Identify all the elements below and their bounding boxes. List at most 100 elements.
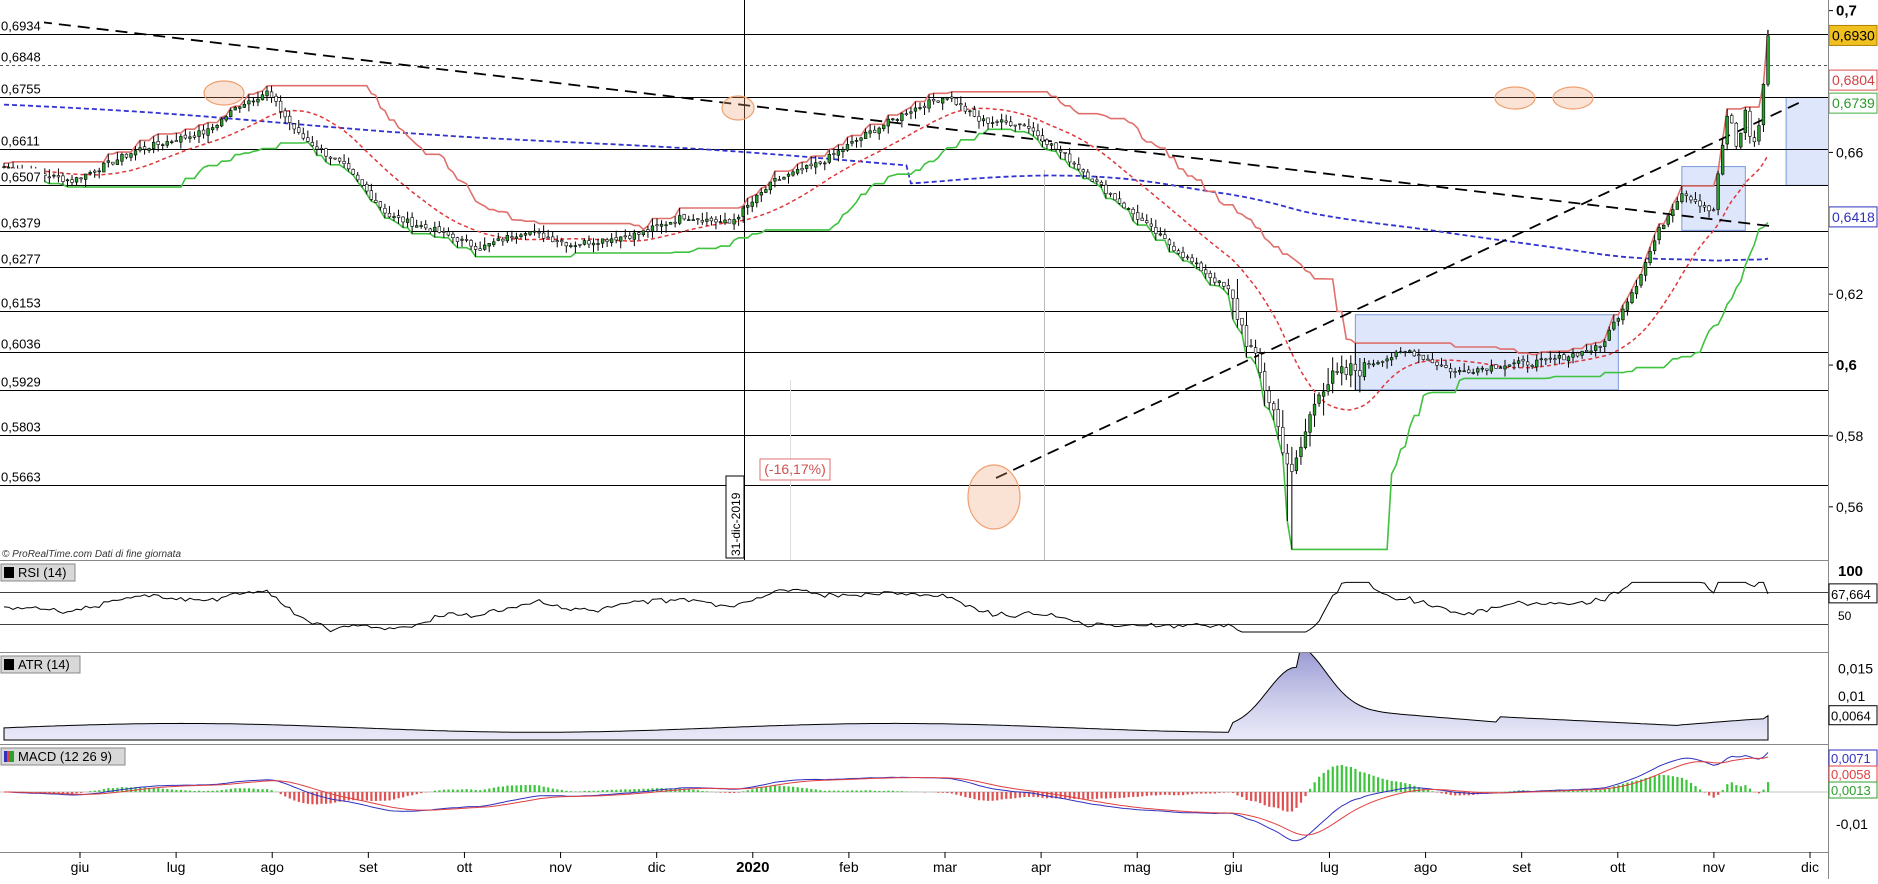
candle-body <box>905 114 908 115</box>
macd-histogram-bar <box>1363 773 1365 792</box>
candle-body <box>569 245 572 246</box>
macd-histogram-bar <box>1295 792 1297 808</box>
macd-histogram-bar <box>1105 792 1107 799</box>
candle-body <box>1363 363 1366 377</box>
macd-histogram-bar <box>806 788 808 792</box>
macd-histogram-bar <box>1681 778 1683 792</box>
candle-body <box>1690 197 1693 200</box>
macd-histogram-bar <box>1109 792 1111 798</box>
macd-histogram-bar <box>298 792 300 802</box>
candle-body <box>1531 365 1534 366</box>
macd-histogram-bar <box>1667 775 1669 792</box>
macd-histogram-bar <box>1341 765 1343 792</box>
macd-histogram-bar <box>1119 792 1121 798</box>
macd-histogram-bar <box>842 791 844 792</box>
macd-histogram-bar <box>1001 792 1003 799</box>
macd-histogram-bar <box>1690 783 1692 792</box>
macd-histogram-bar <box>1336 766 1338 792</box>
candle-body <box>787 174 790 176</box>
candle-body <box>1055 143 1058 149</box>
candle-body <box>1118 199 1121 203</box>
candle-body <box>501 239 504 241</box>
candle-body <box>560 241 563 242</box>
candle-body <box>1581 351 1584 355</box>
candle-body <box>424 225 427 228</box>
candle-body <box>1381 361 1384 362</box>
macd-histogram-bar <box>733 792 735 793</box>
candle-body <box>143 147 146 149</box>
macd-histogram-bar <box>1182 792 1184 795</box>
candle-body <box>492 242 495 245</box>
candle-body <box>538 232 541 233</box>
macd-histogram-bar <box>1309 789 1311 792</box>
macd-histogram-bar <box>520 785 522 792</box>
macd-histogram-bar <box>1676 777 1678 792</box>
candle-body <box>973 110 976 117</box>
candle-body <box>1109 193 1112 194</box>
macd-histogram-bar <box>1100 792 1102 798</box>
candle-body <box>923 106 926 107</box>
candle-body <box>574 246 577 247</box>
candle-body <box>1504 366 1507 369</box>
macd-histogram-bar <box>602 790 604 792</box>
candle-body <box>189 137 192 139</box>
candle-body <box>964 106 967 111</box>
macd-histogram-bar <box>388 792 390 800</box>
candle-body <box>261 95 264 100</box>
candle-body <box>1563 355 1566 360</box>
macd-histogram-bar <box>778 786 780 792</box>
macd-histogram-bar <box>1250 792 1252 801</box>
candle-body <box>370 191 373 200</box>
candle-body <box>1413 351 1416 356</box>
macd-histogram-bar <box>1146 792 1148 796</box>
macd-histogram-bar <box>1205 792 1207 794</box>
candle-body <box>465 239 468 240</box>
macd-histogram-bar <box>1196 792 1198 794</box>
macd-histogram-bar <box>1323 773 1325 792</box>
candle-body <box>597 243 600 244</box>
candle-body <box>696 219 699 220</box>
candle-body <box>1658 228 1661 240</box>
macd-histogram-bar <box>366 792 368 801</box>
candle-body <box>1644 262 1647 275</box>
macd-histogram-bar <box>1382 779 1384 792</box>
candle-body <box>1340 367 1343 373</box>
candle-body <box>1522 359 1525 361</box>
macd-tick-label: -0,01 <box>1836 816 1868 832</box>
candle-body <box>379 202 382 208</box>
macd-histogram-bar <box>1445 792 1447 794</box>
macd-histogram-bar <box>475 790 477 792</box>
candle-body <box>406 219 409 223</box>
candle-body <box>1005 121 1008 122</box>
macd-histogram-bar <box>452 789 454 792</box>
macd-histogram-bar <box>543 787 545 792</box>
candle-body <box>601 239 604 243</box>
candle-body <box>851 141 854 143</box>
macd-histogram-bar <box>987 792 989 801</box>
candle-body <box>343 161 346 163</box>
macd-histogram-bar <box>171 789 173 792</box>
macd-histogram-bar <box>1014 792 1016 798</box>
macd-histogram-bar <box>1427 790 1429 792</box>
candle-body <box>814 163 817 167</box>
macd-histogram-bar <box>162 789 164 792</box>
candle-body <box>497 239 500 241</box>
macd-histogram-bar <box>874 791 876 792</box>
candle-body <box>1554 359 1557 360</box>
candle-body <box>1417 355 1420 356</box>
candle-body <box>1499 368 1502 369</box>
candle-body <box>288 116 291 122</box>
level-label: 0,6507 <box>1 170 41 185</box>
macd-histogram-bar <box>869 790 871 792</box>
macd-histogram-bar <box>144 787 146 792</box>
candle-body <box>996 121 999 122</box>
macd-histogram-bar <box>379 792 381 801</box>
candle-body <box>1222 282 1225 286</box>
candle-body <box>306 138 309 142</box>
candle-body <box>1050 144 1053 145</box>
candle-body <box>1232 290 1235 298</box>
candle-body <box>1082 170 1085 172</box>
